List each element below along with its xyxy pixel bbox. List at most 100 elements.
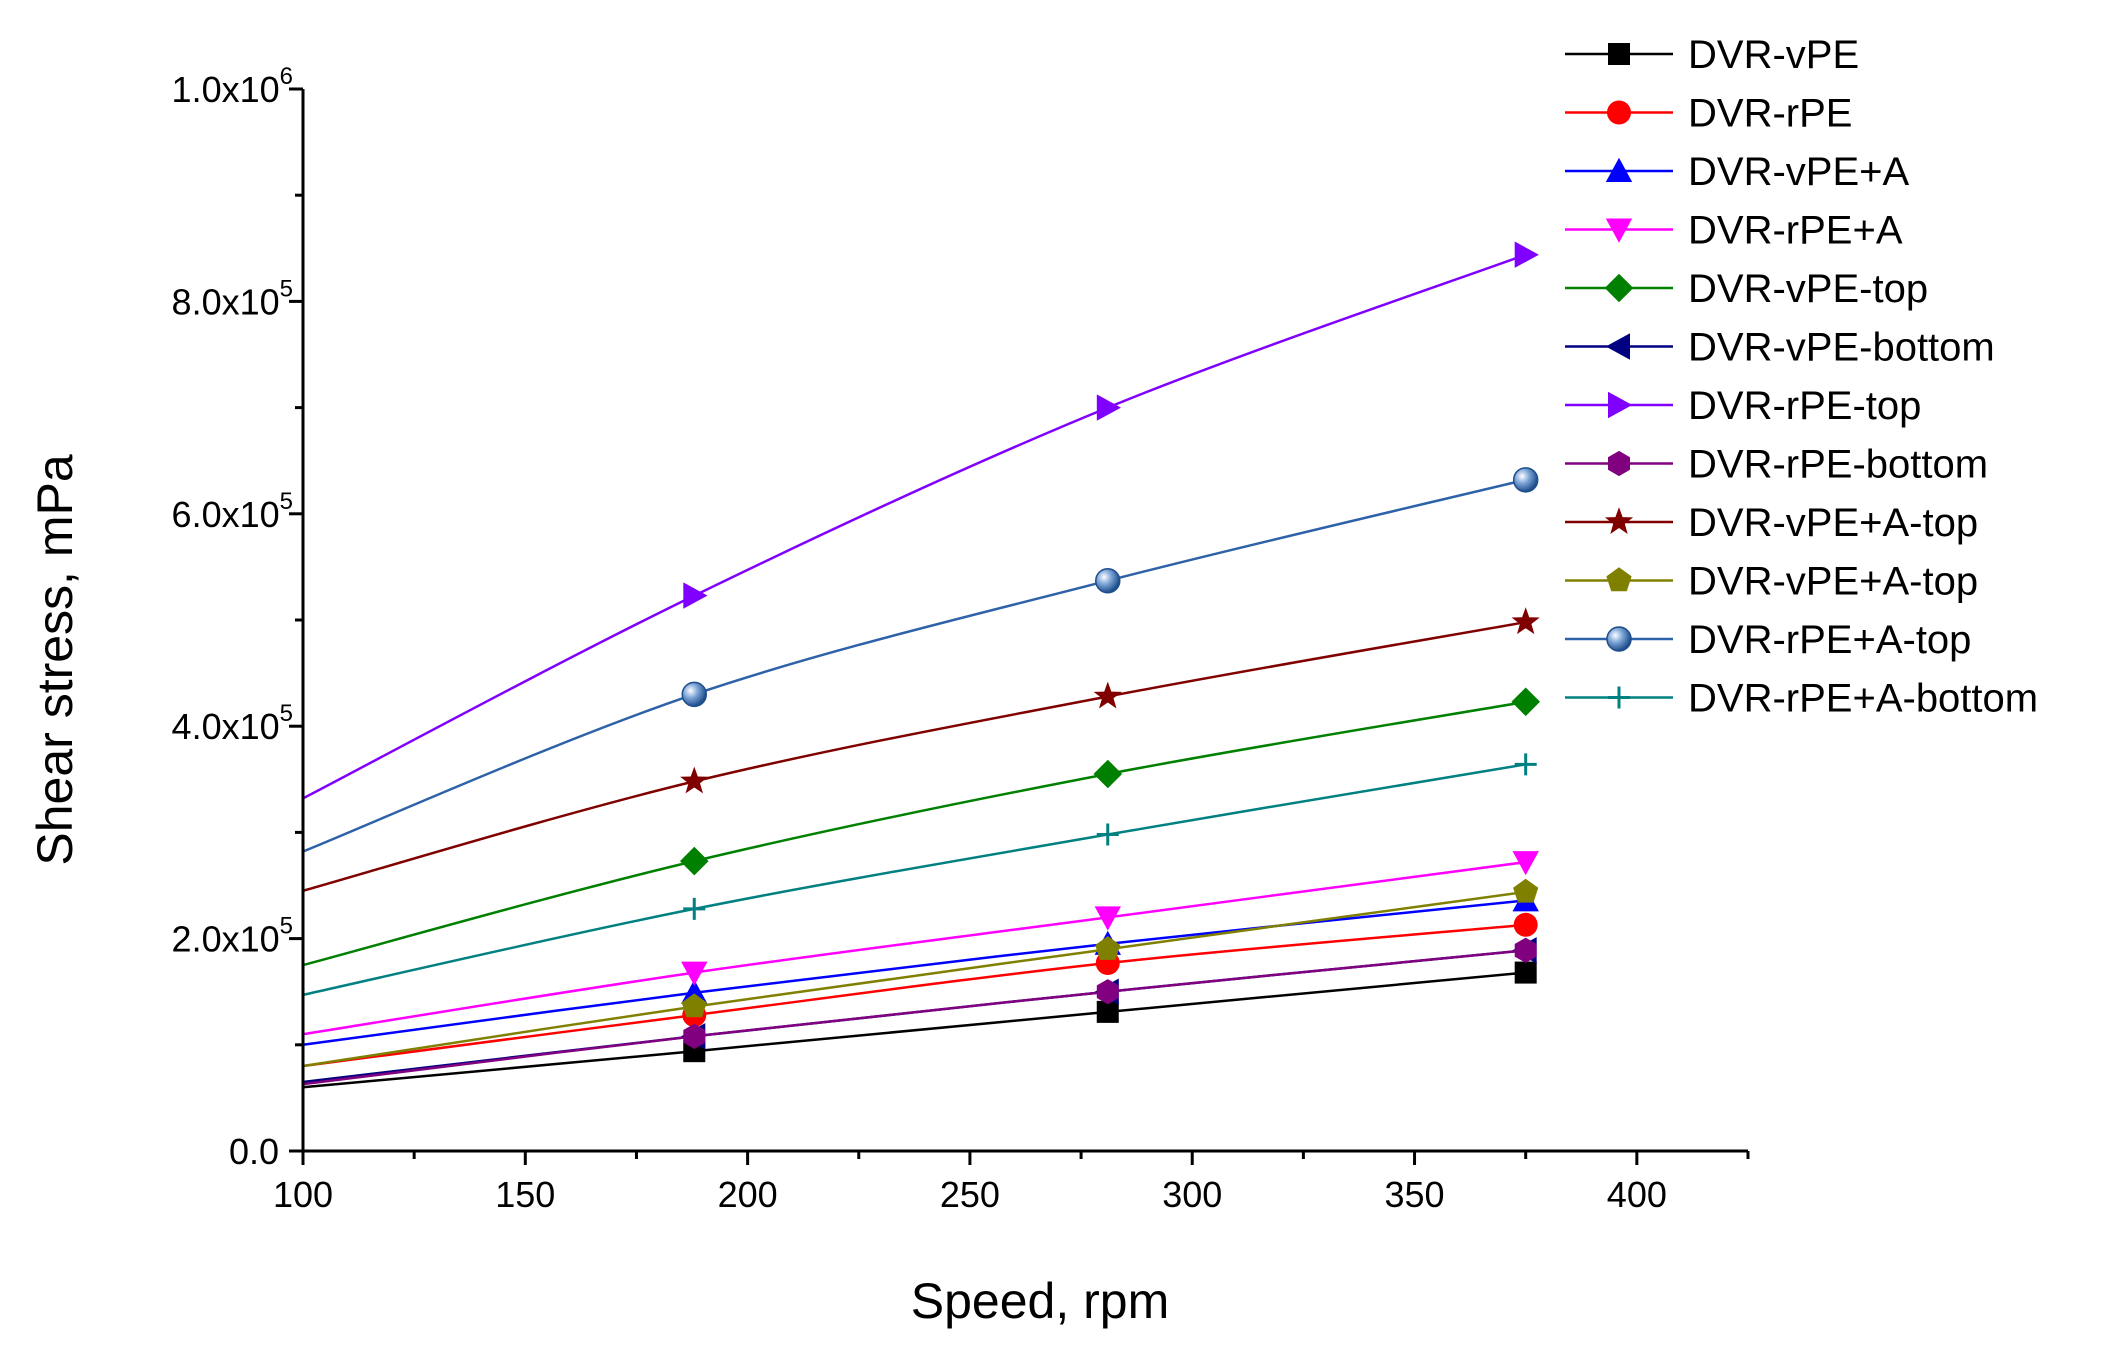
x-tick-label: 250: [940, 1174, 1000, 1215]
series-line: [302, 890, 1526, 1068]
data-point: [1093, 681, 1122, 709]
data-point: [1514, 241, 1539, 268]
data-point: [1096, 823, 1119, 846]
series-line: [302, 763, 1526, 997]
legend-item: DVR-rPE+A-bottom: [1565, 677, 2038, 721]
x-tick-label: 200: [718, 1174, 778, 1215]
data-point: [1096, 979, 1119, 1005]
legend-item: DVR-vPE+A-top: [1565, 501, 1978, 545]
series-4: [302, 851, 1539, 1036]
legend-item: DVR-vPE+A-top: [1565, 560, 1978, 604]
data-point: [1514, 753, 1537, 776]
legend-marker: [1606, 567, 1632, 592]
data-point: [1512, 467, 1539, 493]
data-point: [681, 681, 708, 708]
legend-marker: [1604, 507, 1634, 534]
data-point: [681, 961, 708, 986]
x-tick-label: 350: [1384, 1174, 1444, 1215]
data-point: [1095, 936, 1121, 960]
legend-marker: [1605, 157, 1633, 182]
data-point: [683, 582, 708, 609]
data-point: [1096, 394, 1121, 421]
series-line: [302, 899, 1526, 1047]
series-8: [302, 937, 1537, 1086]
data-point: [1513, 878, 1539, 903]
x-tick-label: 100: [273, 1174, 333, 1215]
data-point: [683, 1023, 706, 1049]
series-line: [302, 478, 1526, 853]
data-point: [683, 897, 706, 920]
series-line: [302, 620, 1526, 893]
data-point: [1514, 937, 1537, 963]
legend-label: DVR-vPE+A: [1688, 150, 1909, 194]
data-point: [1096, 1000, 1119, 1023]
series-10: [302, 878, 1539, 1068]
series-5: [302, 687, 1540, 967]
legend-label: DVR-rPE+A-bottom: [1688, 677, 2038, 721]
data-point: [680, 766, 709, 794]
y-tick-label: 1.0x106: [172, 63, 293, 110]
data-point: [1512, 851, 1539, 876]
legend-label: DVR-rPE-top: [1688, 384, 1921, 428]
series-line: [302, 923, 1526, 1068]
legend: DVR-vPE DVR-rPE DVR-vPE+A DVR-rPE+A DVR-vPE-…: [1565, 33, 2038, 721]
legend-item: DVR-vPE+A: [1565, 150, 1909, 194]
legend-marker: [1607, 100, 1631, 125]
legend-marker: [1604, 273, 1634, 303]
data-point: [680, 846, 709, 876]
x-tick-label: 400: [1607, 1174, 1667, 1215]
y-tick-label: 8.0x105: [172, 275, 293, 322]
legend-item: DVR-rPE+A: [1565, 209, 1903, 253]
legend-item: DVR-vPE-top: [1565, 267, 1928, 311]
series-7: [302, 241, 1539, 800]
series-line: [302, 949, 1526, 1086]
x-axis-title: Speed, rpm: [911, 1273, 1169, 1329]
x-axis: 100 150 200 250 300 350 400: [273, 1149, 1750, 1215]
legend-label: DVR-vPE: [1688, 33, 1859, 77]
series-line: [302, 700, 1526, 967]
legend-item: DVR-rPE-bottom: [1565, 443, 1988, 487]
series-9: [302, 607, 1540, 893]
series-11: [302, 467, 1539, 853]
legend-label: DVR-rPE: [1688, 92, 1852, 136]
y-tick-label: 6.0x105: [172, 488, 293, 535]
data-point: [1514, 961, 1537, 984]
y-tick-label: 0.0: [229, 1131, 279, 1172]
legend-item: DVR-vPE-bottom: [1565, 326, 1995, 370]
plot-area: [302, 241, 1540, 1089]
legend-marker: [1605, 333, 1630, 360]
y-axis-title: Shear stress, mPa: [27, 454, 83, 865]
data-point: [681, 979, 708, 1004]
y-tick-label: 4.0x105: [172, 700, 293, 747]
legend-marker: [1608, 391, 1633, 419]
legend-marker: [1608, 43, 1630, 65]
y-axis: 0.0 2.0x105 4.0x105 6.0x105 8.0x105 1.0x106: [172, 63, 305, 1172]
legend-label: DVR-vPE-bottom: [1688, 326, 1995, 370]
x-tick-label: 300: [1162, 1174, 1222, 1215]
series-line: [302, 971, 1526, 1089]
series-1: [302, 961, 1537, 1089]
legend-label: DVR-vPE+A-top: [1688, 560, 1978, 604]
data-point: [1094, 906, 1121, 931]
x-tick-label: 150: [495, 1174, 555, 1215]
legend-marker: [1606, 626, 1632, 652]
data-point: [1513, 912, 1538, 937]
legend-marker: [1608, 450, 1630, 477]
legend-label: DVR-rPE+A: [1688, 209, 1903, 253]
legend-label: DVR-vPE+A-top: [1688, 501, 1978, 545]
data-point: [681, 993, 707, 1018]
data-point: [1511, 607, 1540, 635]
series-12: [302, 753, 1537, 997]
y-tick-label: 2.0x105: [172, 913, 293, 960]
data-point: [1511, 687, 1540, 717]
legend-item: DVR-rPE+A-top: [1565, 618, 1971, 662]
series-line: [302, 860, 1526, 1036]
legend-item: DVR-vPE: [1565, 33, 1859, 77]
legend-label: DVR-rPE-bottom: [1688, 443, 1988, 487]
legend-item: DVR-rPE: [1565, 92, 1852, 136]
legend-marker: [1608, 686, 1630, 709]
data-point: [1095, 567, 1121, 594]
series-line: [302, 253, 1527, 800]
legend-item: DVR-rPE-top: [1565, 384, 1921, 428]
